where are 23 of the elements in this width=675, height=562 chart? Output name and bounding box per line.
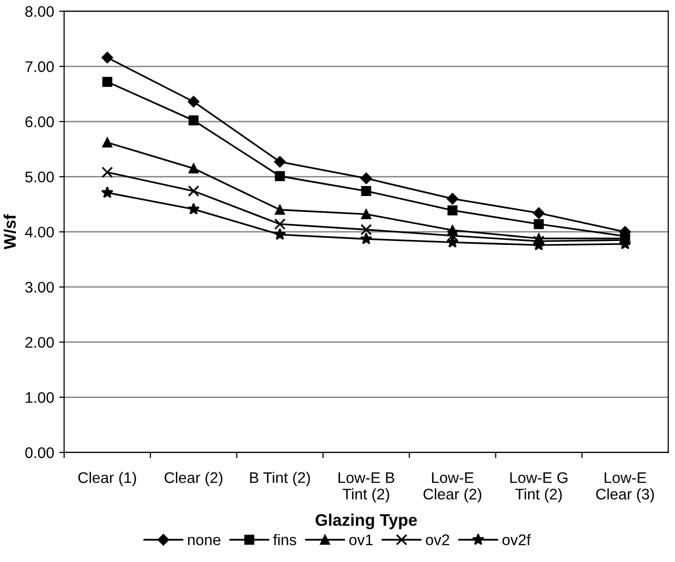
y-tick-label: 6.00 [25, 116, 54, 128]
x-tick-label: Low-E Clear (3) [596, 472, 654, 503]
y-tick-label: 4.00 [25, 226, 54, 238]
legend-label: fins [273, 534, 296, 546]
y-tick-label: 2.00 [25, 336, 54, 348]
x-tick-label: B Tint (2) [250, 472, 310, 486]
legend-label: ov2 [426, 534, 450, 546]
y-tick-label: 1.00 [26, 392, 54, 403]
y-tick-label: 8.00 [25, 6, 54, 17]
x-tick-label: Clear (2) [164, 472, 222, 486]
x-tick-label: Low-E B Tint (2) [338, 472, 394, 503]
y-tick-label: 7.00 [25, 61, 54, 72]
y-tick-label: 3.00 [25, 282, 54, 293]
x-tick-label: Clear (1) [78, 472, 136, 486]
x-axis-title: Glazing Type [316, 514, 417, 530]
legend-label: ov2f [502, 534, 531, 546]
legend-label: none [188, 536, 220, 546]
y-tick-label: 0.00 [25, 447, 54, 458]
x-tick-label: Low-E G Tint (2) [510, 472, 568, 503]
x-tick-label: Low-E Clear (2) [424, 472, 482, 503]
y-tick-label: 5.00 [25, 172, 54, 182]
y-axis-title: W/sf [4, 214, 16, 250]
legend-label: ov1 [349, 534, 373, 546]
